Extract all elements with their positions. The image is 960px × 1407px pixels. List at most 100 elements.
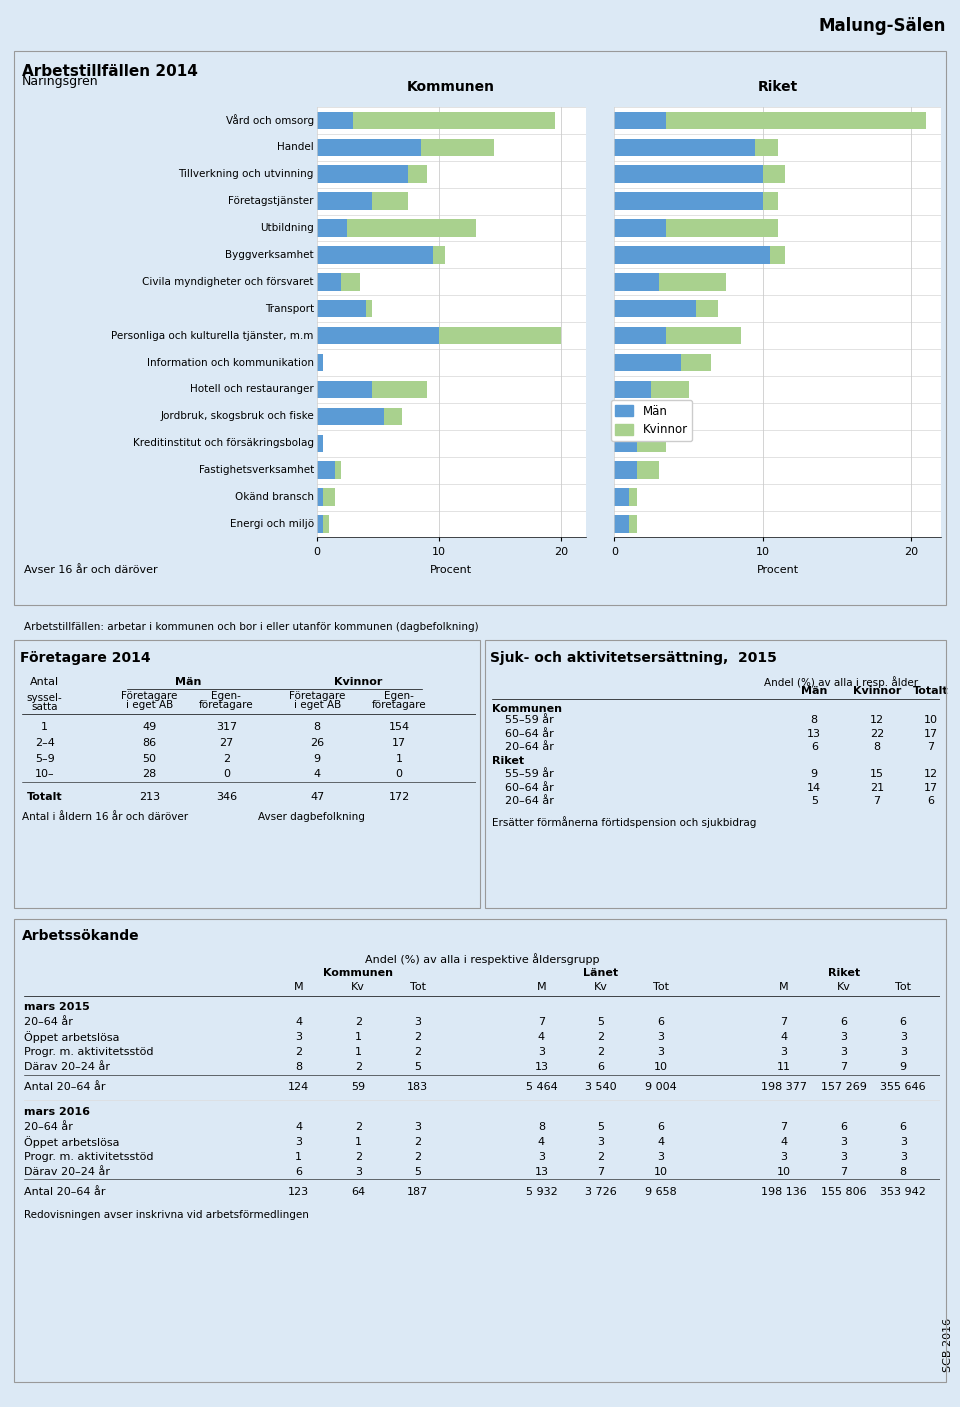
- Text: 10: 10: [654, 1166, 667, 1176]
- Bar: [317, 166, 408, 183]
- Bar: [341, 273, 360, 291]
- Bar: [614, 166, 763, 183]
- Text: Företagare: Företagare: [121, 691, 178, 701]
- Text: 12: 12: [924, 770, 938, 779]
- Text: 6: 6: [296, 1166, 302, 1176]
- Text: 50: 50: [142, 754, 156, 764]
- Bar: [614, 111, 666, 129]
- Text: 8: 8: [900, 1166, 907, 1176]
- Text: 172: 172: [389, 792, 410, 802]
- Text: Arbetstillfällen: arbetar i kommunen och bor i eller utanför kommunen (dagbefolk: Arbetstillfällen: arbetar i kommunen och…: [24, 622, 479, 632]
- Bar: [317, 515, 323, 533]
- Text: 4: 4: [538, 1137, 545, 1147]
- Text: 2: 2: [354, 1121, 362, 1131]
- Text: 183: 183: [407, 1082, 428, 1092]
- Text: Företagstjänster: Företagstjänster: [228, 196, 314, 205]
- Text: 5–9: 5–9: [35, 754, 55, 764]
- Bar: [335, 461, 341, 478]
- Bar: [408, 166, 427, 183]
- Bar: [614, 353, 682, 371]
- Text: Män: Män: [802, 687, 828, 696]
- Text: Egen-: Egen-: [211, 691, 241, 701]
- Text: Transport: Transport: [265, 304, 314, 314]
- Text: 59: 59: [351, 1082, 366, 1092]
- Text: Redovisningen avser inskrivna vid arbetsförmedlingen: Redovisningen avser inskrivna vid arbets…: [24, 1210, 309, 1220]
- Bar: [317, 408, 384, 425]
- Text: Procent: Procent: [430, 564, 472, 575]
- Text: Kv: Kv: [594, 982, 608, 992]
- Text: 10–: 10–: [35, 770, 55, 779]
- Text: 47: 47: [310, 792, 324, 802]
- Text: i eget AB: i eget AB: [126, 699, 173, 709]
- Text: Kvinnor: Kvinnor: [852, 687, 901, 696]
- Text: 21: 21: [870, 782, 884, 794]
- Text: 6: 6: [927, 796, 934, 806]
- Text: 55–59 år: 55–59 år: [505, 715, 554, 726]
- Text: 1: 1: [355, 1137, 362, 1147]
- Text: Fastighetsverksamhet: Fastighetsverksamhet: [199, 466, 314, 476]
- Text: Kommunen: Kommunen: [324, 968, 394, 978]
- Text: Vård och omsorg: Vård och omsorg: [226, 114, 314, 127]
- Bar: [348, 219, 475, 236]
- Text: 317: 317: [216, 722, 237, 732]
- Text: Riket: Riket: [757, 80, 798, 94]
- Bar: [770, 246, 785, 263]
- Text: Kreditinstitut och försäkringsbolag: Kreditinstitut och försäkringsbolag: [132, 439, 314, 449]
- Text: Civila myndigheter och försvaret: Civila myndigheter och försvaret: [142, 277, 314, 287]
- Bar: [644, 408, 652, 425]
- Text: Därav 20–24 år: Därav 20–24 år: [24, 1062, 110, 1072]
- Text: Arbetssökande: Arbetssökande: [22, 930, 139, 943]
- Text: 2: 2: [597, 1031, 605, 1043]
- Text: 3: 3: [840, 1047, 847, 1057]
- Text: 8: 8: [295, 1062, 302, 1072]
- Text: 3 540: 3 540: [586, 1082, 616, 1092]
- Text: 3: 3: [355, 1166, 362, 1176]
- Text: 3: 3: [296, 1031, 302, 1043]
- Bar: [614, 273, 659, 291]
- Text: 1: 1: [355, 1031, 362, 1043]
- Text: 7: 7: [597, 1166, 605, 1176]
- Text: 6: 6: [597, 1062, 605, 1072]
- Text: 0: 0: [396, 770, 402, 779]
- Text: 2: 2: [354, 1062, 362, 1072]
- Text: 3: 3: [657, 1031, 664, 1043]
- Text: 6: 6: [900, 1017, 906, 1027]
- Text: 2: 2: [597, 1152, 605, 1162]
- Text: 2: 2: [354, 1152, 362, 1162]
- Bar: [323, 515, 329, 533]
- Text: Sjuk- och aktivitetsersättning,  2015: Sjuk- och aktivitetsersättning, 2015: [491, 651, 778, 664]
- Text: mars 2015: mars 2015: [24, 1002, 89, 1012]
- Text: Antal 20–64 år: Antal 20–64 år: [24, 1188, 106, 1197]
- Text: Avser dagbefolkning: Avser dagbefolkning: [258, 812, 365, 822]
- Text: Andel (%) av alla i respektive åldersgrupp: Andel (%) av alla i respektive åldersgru…: [365, 954, 599, 965]
- Text: Jordbruk, skogsbruk och fiske: Jordbruk, skogsbruk och fiske: [160, 411, 314, 421]
- Text: 5: 5: [415, 1062, 421, 1072]
- Text: 2: 2: [223, 754, 230, 764]
- Text: 28: 28: [142, 770, 156, 779]
- Text: 9 658: 9 658: [644, 1188, 677, 1197]
- Text: 20–64 år: 20–64 år: [505, 796, 554, 806]
- Text: 3: 3: [296, 1137, 302, 1147]
- Text: Energi och miljö: Energi och miljö: [229, 519, 314, 529]
- Bar: [763, 166, 785, 183]
- Text: 198 377: 198 377: [761, 1082, 807, 1092]
- Text: 157 269: 157 269: [821, 1082, 867, 1092]
- Text: Egen-: Egen-: [384, 691, 414, 701]
- Text: Antal: Antal: [30, 677, 60, 687]
- Text: 3: 3: [415, 1121, 421, 1131]
- Text: 2: 2: [415, 1047, 421, 1057]
- Text: syssel-: syssel-: [27, 692, 62, 704]
- Text: 17: 17: [924, 729, 938, 739]
- Text: 8: 8: [314, 722, 321, 732]
- Text: 5 932: 5 932: [525, 1188, 558, 1197]
- Text: 5 464: 5 464: [525, 1082, 558, 1092]
- Text: 6: 6: [900, 1121, 906, 1131]
- Text: Avser 16 år och däröver: Avser 16 år och däröver: [24, 564, 157, 575]
- Text: Tot: Tot: [653, 982, 668, 992]
- Text: företagare: företagare: [199, 699, 253, 709]
- Text: 123: 123: [288, 1188, 309, 1197]
- Text: 3: 3: [900, 1137, 906, 1147]
- Bar: [682, 353, 710, 371]
- Bar: [614, 381, 652, 398]
- Text: 14: 14: [807, 782, 822, 794]
